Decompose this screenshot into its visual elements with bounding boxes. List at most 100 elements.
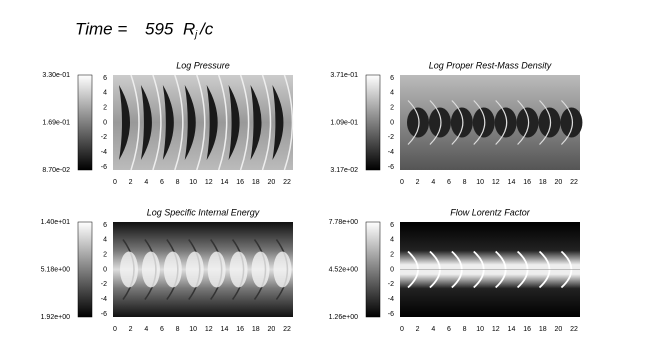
- x-tick-label: 20: [267, 179, 275, 186]
- colorbar-label: 1.40e+01: [41, 219, 70, 226]
- density-blob: [560, 107, 583, 138]
- x-tick-label: 12: [205, 326, 213, 333]
- y-tick-label: -2: [388, 134, 394, 141]
- x-tick-label: 22: [283, 179, 291, 186]
- y-tick-label: -6: [101, 311, 107, 318]
- density-arc: [517, 100, 530, 145]
- shock-arc: [152, 74, 162, 171]
- x-tick-label: 14: [221, 326, 229, 333]
- density-blob: [472, 107, 495, 138]
- shock-feature: [119, 85, 130, 160]
- y-tick-label: -6: [101, 164, 107, 171]
- colorbar: [77, 74, 93, 171]
- panel-title: Log Proper Rest-Mass Density: [429, 60, 552, 70]
- x-tick-label: 22: [283, 326, 291, 333]
- y-tick-label: 2: [103, 105, 107, 112]
- y-tick-label: 0: [390, 266, 394, 273]
- x-tick-label: 2: [129, 326, 133, 333]
- x-tick-label: 10: [476, 179, 484, 186]
- panel-title: Log Specific Internal Energy: [147, 207, 260, 217]
- colorbar-label: 1.69e-01: [42, 119, 70, 126]
- y-tick-label: 2: [390, 252, 394, 259]
- x-tick-label: 12: [492, 179, 500, 186]
- shock-feature: [272, 85, 284, 160]
- colorbar-label: 4.52e+00: [329, 266, 358, 273]
- energy-blob: [120, 251, 138, 288]
- shock-arc: [196, 74, 206, 171]
- colorbar-label: 3.17e-02: [330, 167, 358, 174]
- x-tick-label: 10: [189, 179, 197, 186]
- shock-feature: [206, 85, 218, 160]
- y-tick-label: 0: [103, 119, 107, 126]
- x-tick-label: 4: [431, 326, 435, 333]
- x-tick-label: 4: [431, 179, 435, 186]
- density-arc: [451, 100, 464, 145]
- density-arc: [407, 100, 420, 145]
- x-tick-label: 6: [447, 326, 451, 333]
- x-tick-label: 10: [476, 326, 484, 333]
- title-unit-rest: /c: [199, 19, 214, 38]
- x-tick-label: 6: [447, 179, 451, 186]
- y-tick-label: 6: [390, 222, 394, 229]
- y-tick-label: -2: [101, 281, 107, 288]
- colorbar: [365, 221, 381, 318]
- x-tick-label: 6: [160, 179, 164, 186]
- density-blob: [450, 107, 473, 138]
- title-unit-sub: j: [193, 30, 198, 41]
- y-tick-label: 4: [390, 237, 394, 244]
- x-tick-label: 20: [267, 326, 275, 333]
- density-arc: [539, 100, 552, 145]
- y-tick-label: -4: [101, 296, 107, 303]
- x-tick-label: 0: [400, 179, 404, 186]
- x-tick-label: 18: [539, 179, 547, 186]
- shock-arc: [283, 74, 294, 171]
- density-arc: [429, 100, 442, 145]
- y-tick-label: 6: [103, 222, 107, 229]
- x-tick-label: 14: [221, 179, 229, 186]
- colorbar-label: 5.18e+00: [41, 266, 70, 273]
- colorbar: [365, 74, 381, 171]
- energy-blob: [185, 251, 204, 288]
- energy-blob: [229, 251, 248, 288]
- y-tick-label: -6: [388, 164, 394, 171]
- x-tick-label: 8: [463, 179, 467, 186]
- density-arc: [495, 100, 508, 145]
- x-tick-label: 0: [400, 326, 404, 333]
- density-blob: [516, 107, 539, 138]
- x-tick-label: 4: [144, 179, 148, 186]
- density-blob: [538, 107, 561, 138]
- y-tick-label: 4: [103, 237, 107, 244]
- panel-title: Flow Lorentz Factor: [450, 207, 531, 217]
- shock-feature: [140, 85, 152, 160]
- colorbar-label: 1.92e+00: [41, 314, 70, 321]
- shock-arc: [130, 74, 140, 171]
- density-arc: [561, 100, 574, 145]
- y-tick-label: 2: [103, 252, 107, 259]
- colorbar-label: 1.09e-01: [330, 119, 358, 126]
- shock-arc: [174, 74, 184, 171]
- x-tick-label: 16: [523, 326, 531, 333]
- x-tick-label: 8: [463, 326, 467, 333]
- energy-blob: [141, 251, 160, 288]
- x-tick-label: 18: [539, 326, 547, 333]
- y-tick-label: 0: [103, 266, 107, 273]
- colorbar-label: 1.26e+00: [329, 314, 358, 321]
- x-tick-label: 18: [252, 326, 260, 333]
- x-tick-label: 0: [113, 326, 117, 333]
- x-tick-label: 14: [508, 326, 516, 333]
- x-tick-label: 22: [570, 326, 578, 333]
- x-tick-label: 16: [236, 179, 244, 186]
- x-tick-label: 4: [144, 326, 148, 333]
- x-tick-label: 2: [129, 179, 133, 186]
- shock-feature: [162, 85, 174, 160]
- x-tick-label: 10: [189, 326, 197, 333]
- shock-feature: [228, 85, 240, 160]
- x-tick-label: 16: [236, 326, 244, 333]
- x-tick-label: 20: [554, 179, 562, 186]
- colorbar-label: 7.78e+00: [329, 219, 358, 226]
- energy-blob: [251, 251, 270, 288]
- x-tick-label: 2: [416, 326, 420, 333]
- density-blob: [407, 107, 429, 138]
